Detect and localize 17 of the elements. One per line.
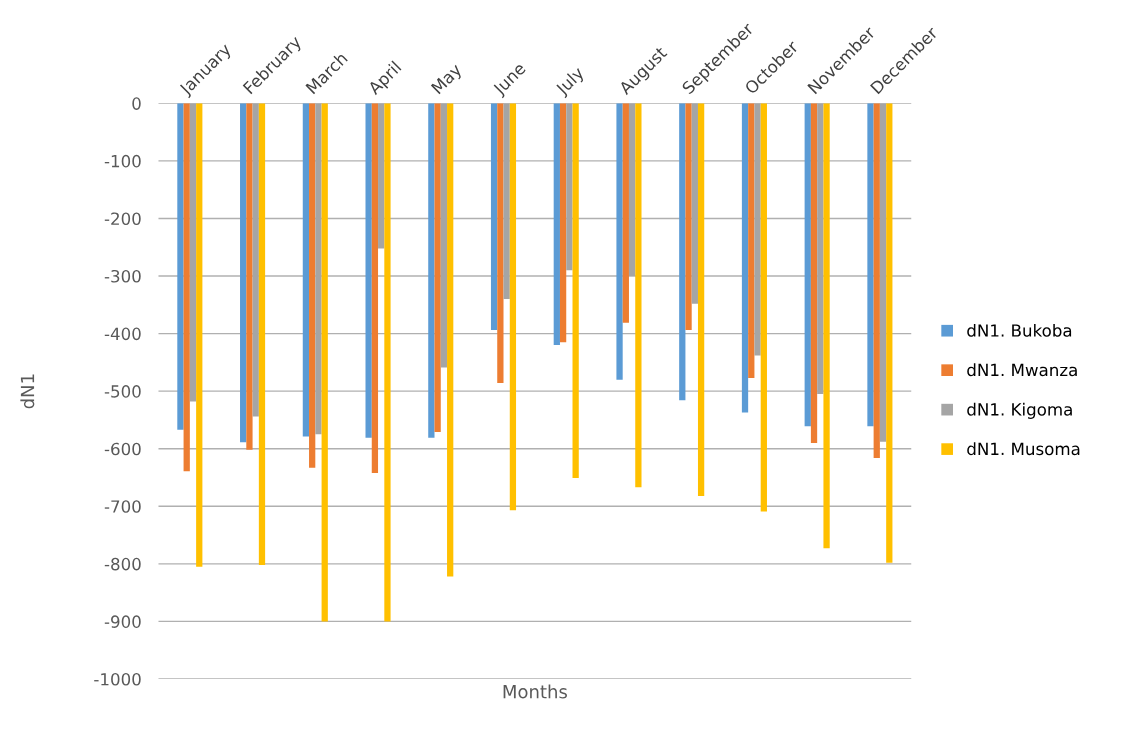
y-tick-label: -800 [104, 557, 141, 571]
y-tick-label: -300 [104, 269, 141, 283]
legend-label: dN1. Mwanza [967, 363, 1077, 377]
y-tick-label: -1000 [94, 672, 141, 686]
y-tick-label: -600 [104, 442, 141, 456]
x-axis-title: Months [503, 684, 567, 699]
legend-label: dN1. Musoma [967, 442, 1080, 456]
y-tick-label: -100 [104, 154, 141, 168]
y-tick-label: -400 [104, 327, 141, 341]
y-tick-label: 0 [132, 97, 141, 110]
y-axis-title: dN1 [20, 374, 35, 409]
y-tick-label: -900 [104, 615, 141, 628]
y-tick-label: -200 [104, 212, 141, 226]
legend-label: dN1. Kigoma [967, 402, 1072, 419]
y-tick-label: -500 [104, 385, 141, 398]
y-tick-label: -700 [104, 500, 141, 513]
legend-label: dN1. Bukoba [967, 323, 1072, 337]
